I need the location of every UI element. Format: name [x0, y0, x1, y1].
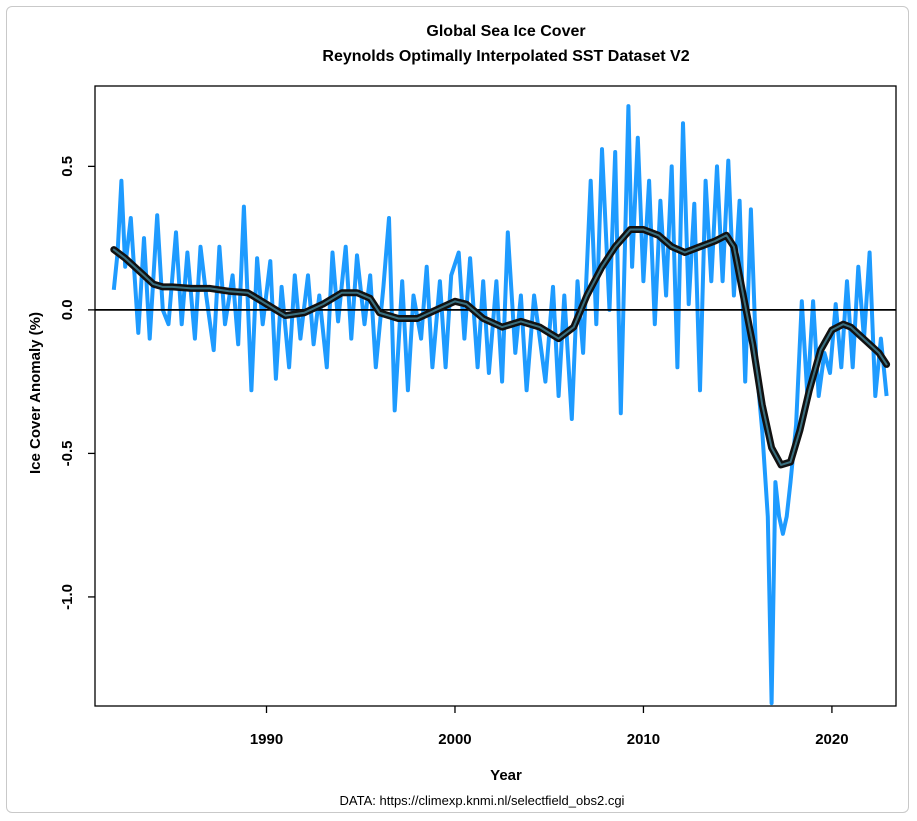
series-layer: [111, 104, 889, 706]
y-axis-label: Ice Cover Anomaly (%): [27, 312, 44, 474]
plot-area: [94, 85, 897, 707]
monthly-series-line: [111, 104, 889, 706]
data-source-note: DATA: https://climexp.knmi.nl/selectfiel…: [340, 793, 625, 808]
x-tick-label: 2000: [438, 731, 471, 748]
x-axis-label: Year: [490, 767, 522, 784]
y-tick-label: 0.5: [59, 156, 76, 177]
y-axis: 0.5 0.0 -0.5 -1.0: [59, 156, 95, 610]
x-axis: 1990 2000 2010 2020: [250, 706, 849, 748]
x-tick-label: 2010: [627, 731, 660, 748]
x-tick-label: 2020: [815, 731, 848, 748]
smoothed-layer: [110, 226, 891, 469]
chart-subtitle: Reynolds Optimally Interpolated SST Data…: [322, 48, 689, 65]
y-tick-label: -1.0: [59, 584, 76, 610]
y-tick-label: 0.0: [59, 299, 76, 320]
smoothed-series-line: [112, 228, 888, 466]
y-tick-label: -0.5: [59, 440, 76, 466]
chart-title: Global Sea Ice Cover: [426, 23, 585, 40]
x-tick-label: 1990: [250, 731, 283, 748]
